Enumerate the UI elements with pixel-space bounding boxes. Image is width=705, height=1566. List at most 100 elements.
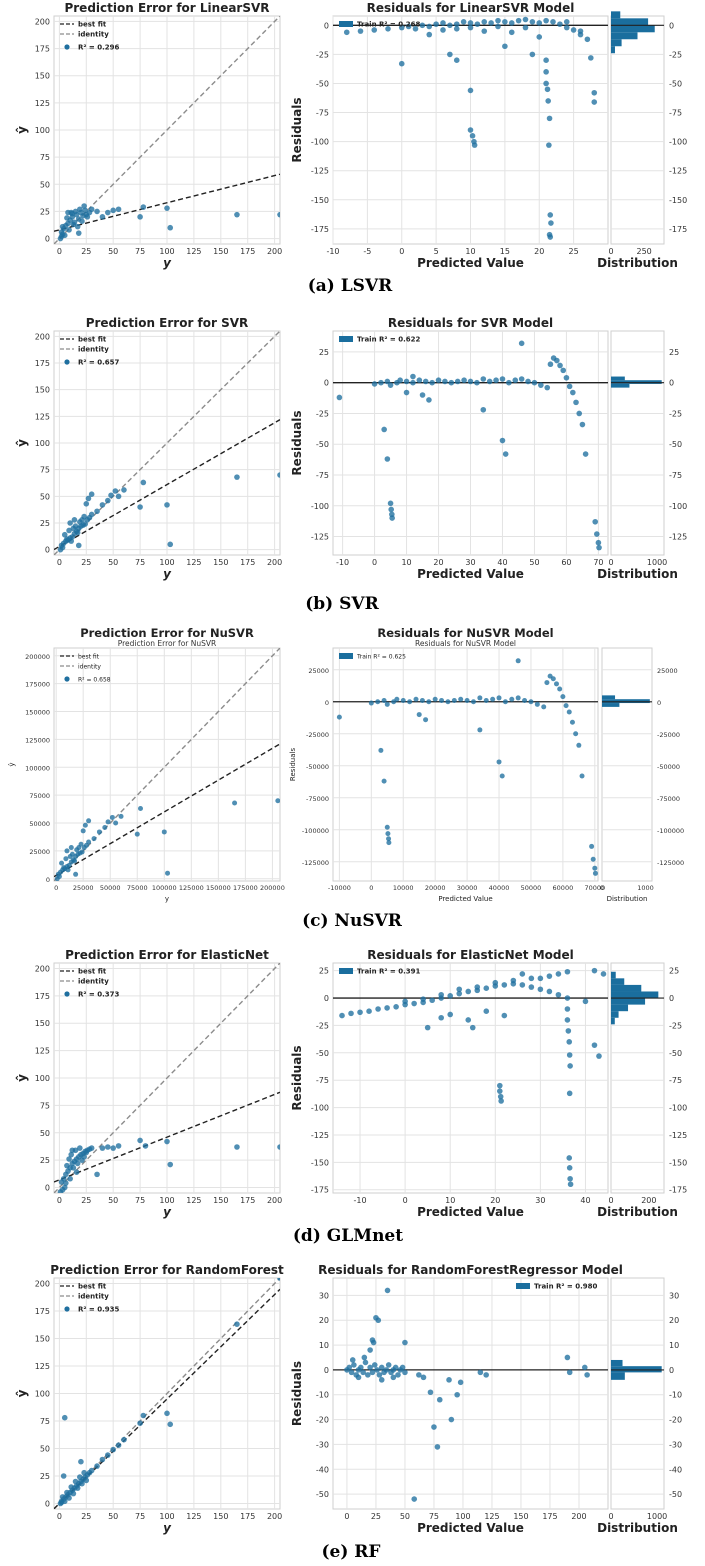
y-tick-label: 75 [40,466,50,475]
data-point [560,367,567,374]
data-point [536,34,543,40]
y-tick-label: -100000 [302,827,329,835]
data-point [375,1317,382,1324]
data-point [64,848,70,854]
x-tick-label: 30 [535,1196,545,1205]
y-tick-label: 125000 [25,736,50,744]
data-point [442,378,448,385]
data-point [88,491,95,498]
data-point [543,57,549,64]
data-point [99,502,106,508]
data-point [60,1175,67,1182]
distribution-x-tick-label: 1000 [637,884,654,892]
y-tick-label: 175 [35,45,50,54]
y-tick-label: 200 [35,964,50,973]
data-point [510,977,517,984]
data-point [384,824,390,830]
distribution-y-tick-label: 0 [669,379,674,388]
x-tick-label: 75 [429,1512,439,1521]
data-point [398,24,405,31]
data-point [590,856,596,862]
data-point [411,1496,418,1502]
legend-train-label: Train R² = 0.625 [356,654,406,661]
data-point [499,773,505,779]
data-point [392,1364,399,1371]
y-axis-label: Residuals [289,748,297,782]
data-point [594,531,600,537]
distribution-bar [611,1011,619,1018]
data-point [508,20,515,26]
x-tick-label: 10 [401,558,411,567]
y-tick-label: -40 [316,1465,329,1474]
data-point [454,1391,460,1398]
chart-c-pe: 0 25000 50000 75000 100000 125000 150000 175000… [8,626,285,903]
data-point [77,206,83,213]
data-point [592,865,598,871]
data-point [88,1467,95,1474]
data-point [453,21,460,27]
identity-line [54,331,280,555]
distribution-y-tick-label: 25 [669,348,679,357]
y-tick-label: 150 [35,386,50,395]
distribution-x-tick-label: 0 [608,1196,613,1205]
identity-line [54,648,280,881]
data-point [458,696,464,702]
legend-r2-label: R² = 0.657 [78,359,119,367]
distribution-y-tick-label: -50 [669,1049,682,1058]
x-tick-label: -10 [336,558,349,567]
x-tick-label: 60 [561,558,571,567]
x-tick-label: 25 [371,1512,381,1521]
distribution-label: Distribution [597,1521,678,1535]
legend-train-swatch [516,1283,530,1289]
data-point [581,1364,588,1371]
data-point [563,24,570,31]
data-point [403,378,410,385]
data-point [395,1372,401,1378]
data-point [68,845,74,851]
data-point [426,397,432,403]
data-point [419,22,426,29]
data-point [564,995,571,1001]
data-point [374,1367,380,1373]
distribution-y-tick-label: -100 [669,502,687,511]
y-tick-label: -75 [316,109,329,118]
y-axis-label: Residuals [290,1045,304,1110]
y-tick-label: 150000 [25,709,50,717]
data-point [68,538,75,544]
data-point [73,1169,80,1175]
y-tick-label: 0 [45,235,50,244]
distribution-x-tick-label: 1000 [647,558,667,567]
data-point [519,971,526,977]
distribution-y-tick-label: -125 [669,167,687,176]
data-point [277,211,280,218]
data-point [546,142,552,148]
distribution-y-tick-label: 25000 [657,667,678,675]
data-point [108,492,114,499]
x-tick-label: 75 [135,1512,145,1521]
data-point [99,1456,106,1463]
y-tick-label: 25 [40,207,50,216]
data-point [467,20,474,26]
legend-r2-label: R² = 0.373 [78,991,119,999]
data-point [232,800,238,806]
data-point [115,1442,122,1448]
legend-identity-label: identity [78,31,109,39]
y-tick-label: 175 [35,1307,50,1316]
y-tick-label: -50 [316,1049,329,1058]
data-point [502,19,508,25]
y-tick-label: 200 [35,1280,50,1289]
data-point [564,968,571,975]
data-point [502,43,508,50]
x-tick-label: 50 [529,558,539,567]
data-point [446,1377,452,1383]
data-point [412,25,419,32]
data-point [419,697,425,703]
y-tick-label: 25000 [308,667,329,675]
data-point [563,19,570,25]
data-point [81,1469,87,1476]
y-tick-label: -100 [311,138,329,147]
y-tick-label: 200000 [25,653,50,661]
identity-line [54,1278,280,1509]
data-point [367,1364,373,1371]
data-point [91,836,97,842]
